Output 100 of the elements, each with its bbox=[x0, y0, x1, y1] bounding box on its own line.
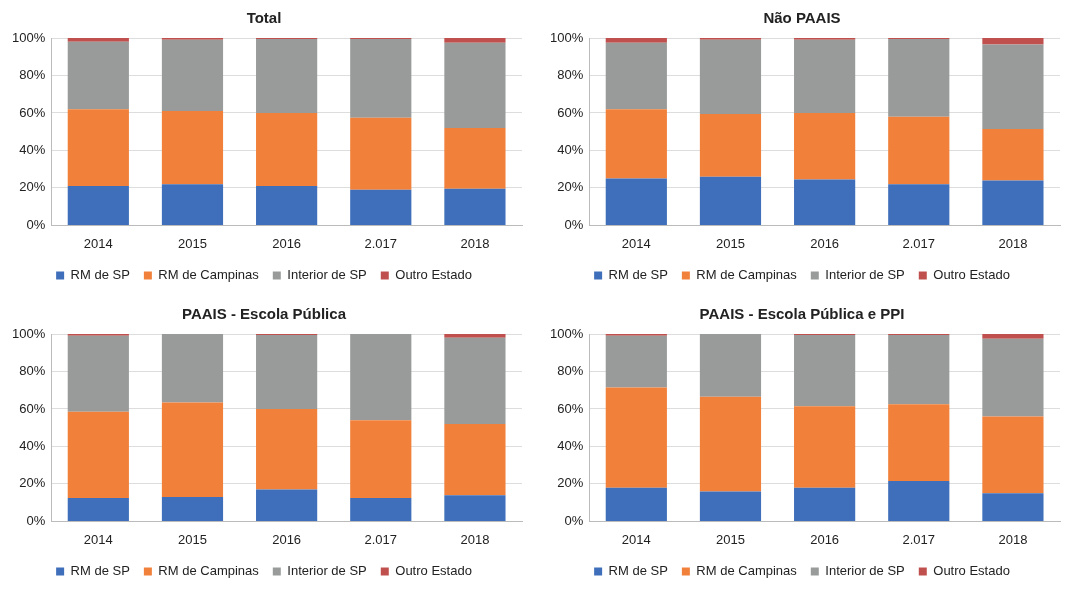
bar bbox=[699, 113, 762, 177]
legend-label: RM de Campinas bbox=[158, 267, 260, 283]
y-tick-label: 0% bbox=[564, 512, 584, 528]
bar bbox=[888, 481, 950, 521]
bar bbox=[161, 39, 224, 112]
bar bbox=[982, 180, 1044, 225]
bar bbox=[699, 39, 762, 114]
x-tick-label: 2016 bbox=[810, 235, 840, 251]
x-tick-label: 2018 bbox=[998, 235, 1028, 251]
bar bbox=[444, 127, 506, 189]
y-tick-label: 0% bbox=[26, 512, 46, 528]
bar bbox=[888, 334, 950, 405]
bar bbox=[794, 406, 856, 488]
bar bbox=[256, 38, 318, 113]
y-tick-label: 80% bbox=[557, 67, 584, 83]
y-tick-label: 60% bbox=[557, 104, 584, 120]
bar bbox=[256, 489, 318, 521]
bar bbox=[161, 497, 224, 521]
y-tick-label: 40% bbox=[19, 438, 46, 454]
bar bbox=[605, 178, 667, 225]
bar bbox=[256, 112, 318, 187]
bar bbox=[888, 38, 950, 117]
x-tick-label: 2018 bbox=[998, 531, 1028, 547]
x-tick-label: 2014 bbox=[621, 531, 651, 547]
bar bbox=[67, 109, 129, 187]
bar bbox=[350, 497, 412, 521]
bar bbox=[982, 416, 1044, 494]
bar bbox=[605, 38, 667, 43]
x-tick-label: 2016 bbox=[272, 531, 302, 547]
y-tick-label: 80% bbox=[19, 363, 46, 379]
legend-label: Outro Estado bbox=[395, 267, 472, 283]
y-tick-label: 20% bbox=[557, 475, 584, 491]
x-tick-label: 2.017 bbox=[902, 235, 936, 251]
x-tick-label: 2.017 bbox=[364, 531, 398, 547]
legend-label: RM de SP bbox=[608, 563, 668, 579]
bar bbox=[888, 184, 950, 225]
y-tick-label: 80% bbox=[19, 67, 46, 83]
chart-title: PAAIS - Escola Pública bbox=[182, 305, 347, 323]
bar bbox=[161, 184, 224, 225]
x-tick-label: 2018 bbox=[460, 235, 490, 251]
y-tick-label: 100% bbox=[550, 325, 584, 341]
chart-title: Total bbox=[246, 9, 282, 27]
y-tick-label: 0% bbox=[26, 216, 46, 232]
bar bbox=[161, 402, 224, 498]
x-tick-label: 2018 bbox=[460, 531, 490, 547]
bar bbox=[699, 176, 762, 225]
legend-label: RM de SP bbox=[70, 563, 130, 579]
bar bbox=[794, 112, 856, 180]
bar bbox=[605, 42, 667, 110]
bar bbox=[982, 493, 1044, 521]
bar bbox=[794, 487, 856, 521]
bar bbox=[444, 334, 506, 338]
bar bbox=[444, 42, 506, 128]
bar bbox=[350, 117, 412, 190]
bar bbox=[67, 186, 129, 225]
bar bbox=[699, 334, 762, 397]
y-tick-label: 60% bbox=[557, 400, 584, 416]
x-tick-label: 2016 bbox=[272, 235, 302, 251]
x-tick-label: 2.017 bbox=[364, 235, 398, 251]
bar bbox=[982, 128, 1044, 181]
bar bbox=[350, 38, 412, 118]
bar bbox=[350, 420, 412, 498]
y-tick-label: 80% bbox=[557, 363, 584, 379]
x-tick-label: 2014 bbox=[83, 235, 113, 251]
bar bbox=[605, 387, 667, 488]
y-tick-label: 20% bbox=[19, 179, 46, 195]
x-tick-label: 2.017 bbox=[902, 531, 936, 547]
bar bbox=[794, 334, 856, 407]
bar bbox=[982, 44, 1044, 129]
y-tick-label: 0% bbox=[564, 216, 584, 232]
chart-title: Não PAAIS bbox=[763, 9, 841, 27]
bar bbox=[794, 39, 856, 113]
bar bbox=[888, 116, 950, 185]
y-tick-label: 100% bbox=[12, 29, 46, 45]
bar bbox=[256, 408, 318, 490]
bar bbox=[350, 189, 412, 225]
legend-label: Outro Estado bbox=[933, 563, 1010, 579]
x-tick-label: 2015 bbox=[178, 235, 207, 251]
bar bbox=[67, 335, 129, 412]
bar bbox=[444, 495, 506, 521]
legend-label: RM de Campinas bbox=[696, 563, 798, 579]
bar bbox=[605, 109, 667, 179]
x-tick-label: 2015 bbox=[716, 531, 745, 547]
legend-label: Interior de SP bbox=[825, 267, 905, 283]
legend-label: Outro Estado bbox=[395, 563, 472, 579]
bar bbox=[444, 337, 506, 424]
bar bbox=[794, 179, 856, 225]
bar bbox=[982, 334, 1044, 339]
legend-label: Interior de SP bbox=[825, 563, 905, 579]
bar bbox=[982, 338, 1044, 417]
x-tick-label: 2016 bbox=[810, 531, 840, 547]
bar bbox=[699, 491, 762, 521]
legend-label: Interior de SP bbox=[287, 563, 367, 579]
legend-label: Outro Estado bbox=[933, 267, 1010, 283]
bar bbox=[444, 188, 506, 225]
chart-title: PAAIS - Escola Pública e PPI bbox=[699, 305, 905, 323]
bar bbox=[699, 396, 762, 492]
y-tick-label: 60% bbox=[19, 400, 46, 416]
bar bbox=[161, 334, 224, 403]
legend-label: RM de Campinas bbox=[696, 267, 798, 283]
